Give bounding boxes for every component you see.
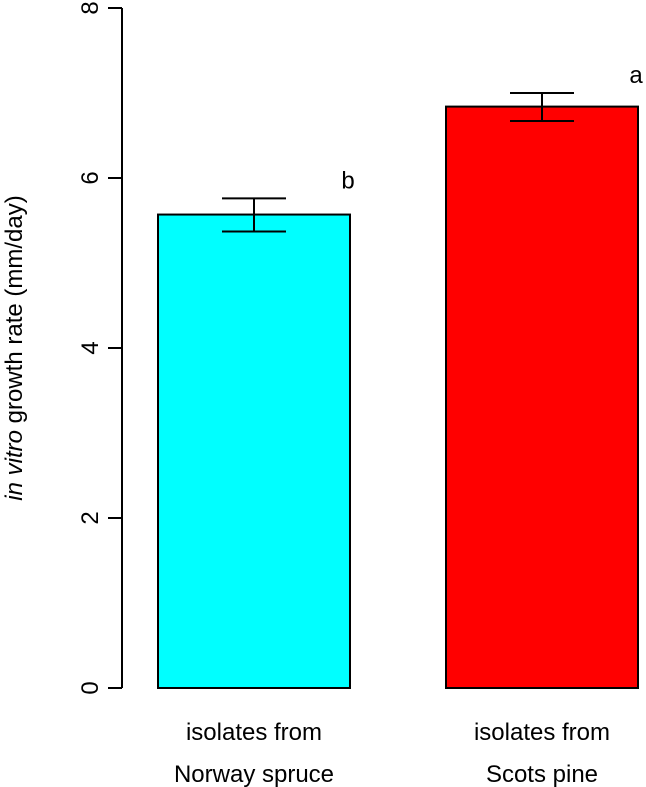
y-axis: 0 2 4 6 8	[77, 1, 123, 695]
x-category-label: isolates from Norway spruce	[174, 719, 334, 787]
category-labels: isolates from Norway spruce isolates from S…	[174, 719, 610, 787]
y-axis-label-italic: in vitro	[1, 430, 28, 501]
y-tick-label: 2	[77, 511, 104, 524]
y-tick-label: 0	[77, 681, 104, 694]
x-category-label-line: isolates from	[474, 719, 610, 746]
significance-label: a	[629, 62, 643, 89]
significance-labels: ba	[341, 62, 643, 194]
bars	[157, 105, 639, 690]
y-axis-label-rest: growth rate (mm/day)	[1, 195, 28, 430]
x-category-label: isolates from Scots pine	[474, 719, 610, 787]
y-tick-label: 4	[77, 341, 104, 354]
error-bars	[222, 92, 574, 233]
x-category-label-line: Norway spruce	[174, 761, 334, 787]
significance-label: b	[341, 167, 354, 194]
y-tick-label: 8	[77, 1, 104, 14]
y-axis-label: in vitro growth rate (mm/day)	[1, 195, 28, 500]
bar	[445, 105, 639, 690]
x-category-label-line: Scots pine	[486, 761, 598, 787]
x-category-label-line: isolates from	[186, 719, 322, 746]
bar	[157, 213, 351, 690]
y-tick-label: 6	[77, 171, 104, 184]
